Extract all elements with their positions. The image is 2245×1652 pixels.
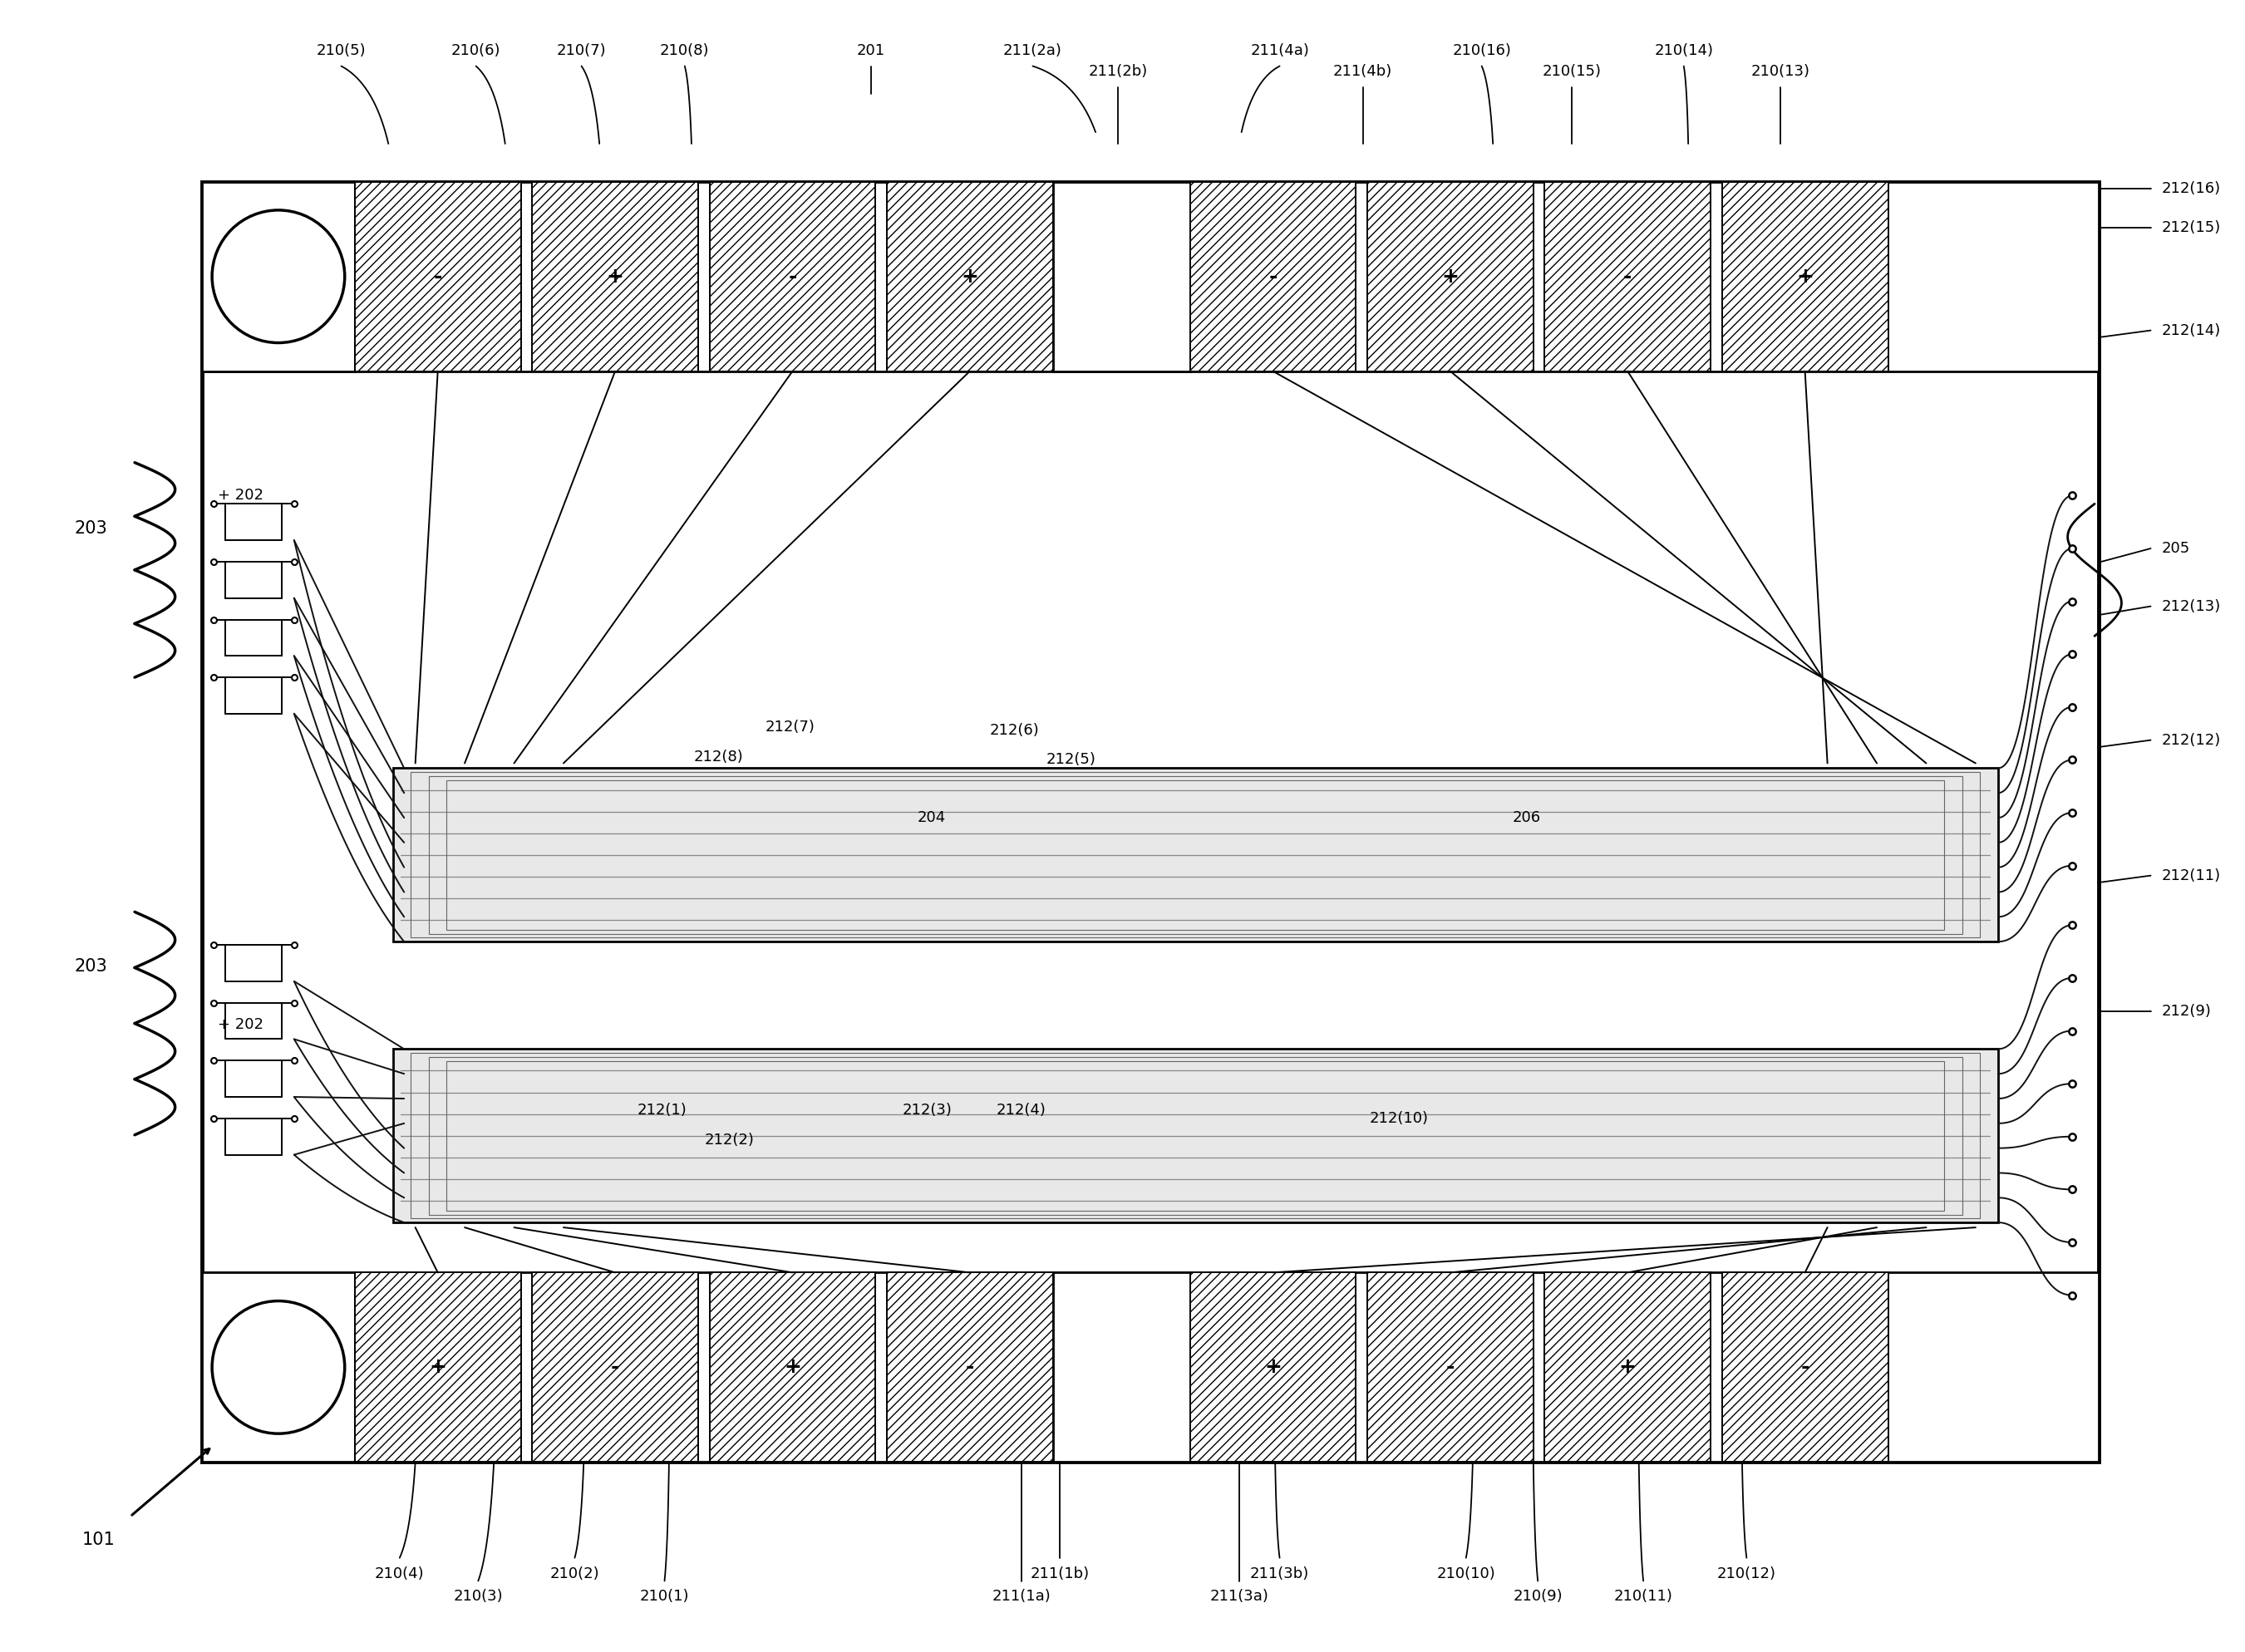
Bar	[709, 1272, 876, 1462]
Text: 210(14): 210(14)	[1655, 43, 1713, 58]
Text: +: +	[1796, 266, 1814, 286]
Text: 211(4b): 211(4b)	[1334, 64, 1392, 79]
Bar	[202, 182, 2099, 1462]
Text: 212(13): 212(13)	[2162, 598, 2220, 615]
Text: 212(16): 212(16)	[2162, 180, 2220, 197]
Text: 212(10): 212(10)	[1369, 1110, 1428, 1127]
Bar	[1190, 1272, 1356, 1462]
Text: + 202: + 202	[218, 1016, 263, 1032]
Text: +: +	[961, 266, 979, 286]
Text: 210(3): 210(3)	[453, 1589, 503, 1604]
Bar	[709, 182, 876, 372]
Text: +: +	[1441, 266, 1459, 286]
Bar	[887, 182, 1053, 372]
Bar	[202, 1272, 2099, 1462]
Text: 212(15): 212(15)	[2162, 220, 2220, 236]
Bar	[887, 1272, 1053, 1462]
Text: 212(12): 212(12)	[2162, 732, 2220, 748]
Text: 210(7): 210(7)	[557, 43, 606, 58]
Text: 204: 204	[918, 809, 945, 826]
Text: 210(1): 210(1)	[640, 1589, 689, 1604]
Text: 210(11): 210(11)	[1614, 1589, 1673, 1604]
Text: 211(1a): 211(1a)	[992, 1589, 1051, 1604]
Text: +: +	[784, 1358, 801, 1378]
Text: 210(6): 210(6)	[451, 43, 501, 58]
Bar	[447, 780, 1944, 930]
Bar	[1367, 182, 1533, 372]
Bar	[393, 1049, 1998, 1222]
Text: -: -	[1446, 1358, 1455, 1378]
Text: -: -	[1268, 266, 1277, 286]
Text: 212(14): 212(14)	[2162, 322, 2220, 339]
Text: 210(8): 210(8)	[660, 43, 709, 58]
Text: + 202: + 202	[218, 487, 263, 504]
Text: 212(4): 212(4)	[997, 1102, 1046, 1118]
Text: +: +	[1264, 1358, 1282, 1378]
Bar	[1722, 182, 1888, 372]
Text: 210(13): 210(13)	[1751, 64, 1809, 79]
Text: 212(6): 212(6)	[990, 722, 1039, 738]
Bar	[1545, 182, 1711, 372]
Text: 210(9): 210(9)	[1513, 1589, 1563, 1604]
Text: -: -	[1623, 266, 1632, 286]
Bar	[532, 182, 698, 372]
Bar	[411, 771, 1980, 938]
Bar	[447, 1061, 1944, 1211]
Text: -: -	[611, 1358, 620, 1378]
Bar	[202, 182, 355, 372]
Bar	[1190, 182, 1356, 372]
Text: +: +	[606, 266, 624, 286]
Text: 210(4): 210(4)	[375, 1566, 424, 1581]
Bar	[1722, 1272, 1888, 1462]
Bar	[532, 1272, 698, 1462]
Bar	[429, 776, 1962, 933]
Text: -: -	[788, 266, 797, 286]
Text: 210(5): 210(5)	[317, 43, 366, 58]
Bar	[1053, 182, 1190, 372]
Text: -: -	[965, 1358, 974, 1378]
Bar	[202, 1272, 355, 1462]
Text: -: -	[1800, 1358, 1809, 1378]
Bar	[1053, 1272, 1190, 1462]
Bar	[355, 182, 521, 372]
Text: +: +	[1619, 1358, 1637, 1378]
Bar	[411, 1052, 1980, 1219]
Text: 211(3a): 211(3a)	[1210, 1589, 1268, 1604]
Text: 212(1): 212(1)	[638, 1102, 687, 1118]
Bar	[429, 1057, 1962, 1214]
Text: 201: 201	[858, 43, 885, 58]
Text: 211(2a): 211(2a)	[1004, 43, 1062, 58]
Text: 211(1b): 211(1b)	[1030, 1566, 1089, 1581]
Text: 212(5): 212(5)	[1046, 752, 1096, 768]
Text: 211(3b): 211(3b)	[1250, 1566, 1309, 1581]
Bar	[202, 182, 2099, 372]
Text: 210(15): 210(15)	[1542, 64, 1601, 79]
Bar	[393, 768, 1998, 942]
Text: 212(2): 212(2)	[705, 1132, 754, 1148]
Bar	[1367, 1272, 1533, 1462]
Bar	[355, 1272, 521, 1462]
Text: 206: 206	[1513, 809, 1540, 826]
Text: -: -	[433, 266, 442, 286]
Text: +: +	[429, 1358, 447, 1378]
Text: 210(10): 210(10)	[1437, 1566, 1495, 1581]
Bar	[1545, 1272, 1711, 1462]
Text: 210(12): 210(12)	[1717, 1566, 1776, 1581]
Text: 210(2): 210(2)	[550, 1566, 599, 1581]
Text: 210(16): 210(16)	[1453, 43, 1511, 58]
Text: 211(2b): 211(2b)	[1089, 64, 1147, 79]
Text: 203: 203	[74, 958, 108, 975]
Text: 203: 203	[74, 520, 108, 537]
Text: 212(8): 212(8)	[694, 748, 743, 765]
Text: 212(7): 212(7)	[766, 719, 815, 735]
Text: 101: 101	[83, 1531, 114, 1548]
Text: 205: 205	[2162, 540, 2191, 557]
Text: 211(4a): 211(4a)	[1250, 43, 1309, 58]
Text: 212(11): 212(11)	[2162, 867, 2220, 884]
Text: 212(9): 212(9)	[2162, 1003, 2211, 1019]
Text: 212(3): 212(3)	[902, 1102, 952, 1118]
